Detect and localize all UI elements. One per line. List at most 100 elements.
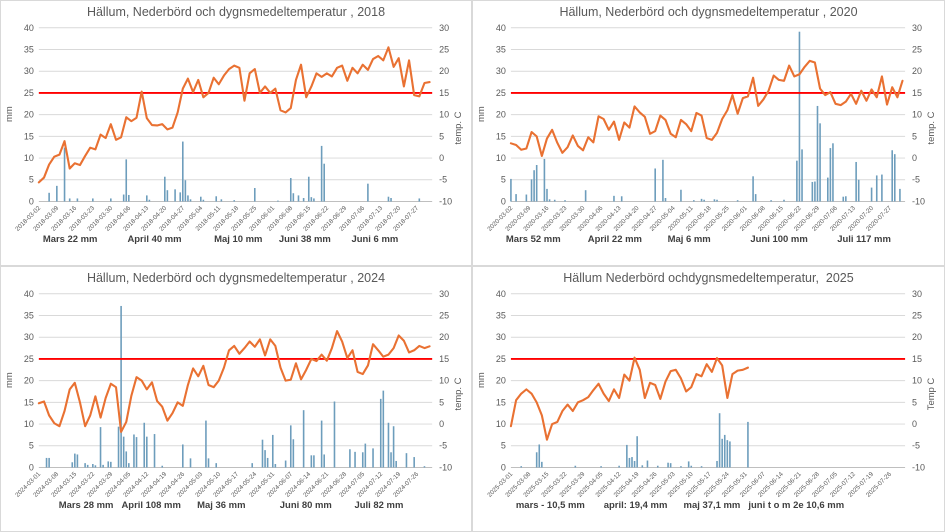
precip-bar xyxy=(146,436,148,468)
precip-bar xyxy=(135,437,138,468)
precip-bar xyxy=(302,410,305,468)
precip-bar xyxy=(289,425,292,468)
precip-bar xyxy=(207,458,210,468)
precip-bars xyxy=(45,305,426,468)
svg-text:10: 10 xyxy=(496,419,506,429)
x-tick-labels: 2025-03-012025-03-082025-03-152025-03-22… xyxy=(486,471,893,499)
precip-bar xyxy=(538,444,541,468)
precip-bar xyxy=(700,466,703,468)
precip-bar xyxy=(747,421,749,468)
precip-bar xyxy=(842,196,845,202)
precip-bar xyxy=(143,422,146,468)
precip-bar xyxy=(770,200,772,202)
svg-text:20: 20 xyxy=(439,332,449,342)
precip-bar xyxy=(361,452,364,468)
svg-text:-10: -10 xyxy=(912,196,925,206)
precip-bar xyxy=(48,457,50,468)
precip-bar xyxy=(729,441,731,468)
month-total-label: Juni 38 mm xyxy=(279,234,331,245)
precip-bar xyxy=(811,181,814,202)
precip-bar xyxy=(543,158,546,202)
precip-bar xyxy=(646,460,649,468)
svg-text:15: 15 xyxy=(496,397,506,407)
precip-bar xyxy=(418,198,421,202)
svg-text:35: 35 xyxy=(496,311,506,321)
svg-text:0: 0 xyxy=(439,419,444,429)
month-total-label: Maj 10 mm xyxy=(214,234,262,245)
precip-bar xyxy=(726,440,729,468)
precip-bar xyxy=(310,455,313,468)
precip-bar xyxy=(618,465,620,468)
chart-title-2024: Hällum, Nederbörd och dygnsmedeltemperat… xyxy=(86,271,386,285)
precip-bar xyxy=(189,199,192,202)
precip-bar xyxy=(520,466,523,468)
precip-bar xyxy=(783,199,785,202)
precip-bar xyxy=(153,434,156,468)
svg-text:30: 30 xyxy=(24,332,34,342)
precip-bar xyxy=(829,148,832,202)
precip-bar xyxy=(515,194,517,202)
x-tick-labels: 2024-03-012024-03-082024-03-152024-03-22… xyxy=(14,471,420,499)
precip-bar xyxy=(379,398,382,468)
precip-bar xyxy=(628,457,631,468)
month-total-label: April 40 mm xyxy=(127,234,181,245)
precip-bar xyxy=(297,195,300,202)
svg-text:25: 25 xyxy=(496,88,506,98)
precip-bar xyxy=(182,141,184,202)
svg-text:10: 10 xyxy=(24,153,34,163)
precip-bar xyxy=(626,444,628,468)
right-axis-title: temp. C xyxy=(453,111,464,144)
precip-bar xyxy=(857,179,860,202)
left-axis-title: mm xyxy=(4,106,15,122)
right-axis-ticks: -10 -5 0 5 10 15 20 25 30 xyxy=(912,289,925,473)
month-total-label: April 108 mm xyxy=(121,500,180,511)
precip-bar xyxy=(819,123,821,202)
precip-bar xyxy=(693,200,695,202)
precip-bar xyxy=(277,200,279,202)
precip-bar xyxy=(122,436,125,468)
precip-bar xyxy=(313,455,315,468)
svg-text:25: 25 xyxy=(24,88,34,98)
precip-bar xyxy=(333,401,336,468)
precip-bar xyxy=(84,463,86,468)
svg-text:10: 10 xyxy=(439,376,449,386)
chart-svg: 0 5 10 15 20 25 30 35 40 mm -10 -5 0 5 10 15 20 25 30 temp.… xyxy=(476,23,937,245)
svg-text:30: 30 xyxy=(439,23,449,33)
svg-text:-5: -5 xyxy=(912,441,920,451)
precip-bar xyxy=(164,176,166,202)
precip-bar xyxy=(125,451,128,468)
month-total-label: Juni 80 mm xyxy=(280,500,332,511)
month-total-label: Juni 100 mm xyxy=(750,234,807,245)
svg-text:5: 5 xyxy=(912,131,917,141)
month-annotations: mars - 10,5 mm april: 19,4 mm maj 37,1 mm j… xyxy=(516,500,844,511)
precip-bar xyxy=(574,465,577,468)
precip-bar xyxy=(122,194,125,202)
precip-bar xyxy=(292,193,295,202)
precip-bar xyxy=(680,189,682,202)
precip-bar xyxy=(302,198,305,202)
svg-text:25: 25 xyxy=(439,310,449,320)
month-annotations: Mars 28 mm April 108 mm Maj 36 mm Juni 80 m… xyxy=(59,500,404,511)
precip-bar xyxy=(179,192,182,202)
precip-bar xyxy=(535,165,538,202)
svg-text:0: 0 xyxy=(439,153,444,163)
temp-line xyxy=(509,59,904,157)
month-total-label: Juli 117 mm xyxy=(837,234,891,245)
precip-bar xyxy=(891,150,893,202)
precip-bar xyxy=(184,180,187,202)
svg-text:30: 30 xyxy=(912,289,922,299)
precip-bar xyxy=(814,181,816,202)
precip-bar xyxy=(620,196,623,202)
svg-text:20: 20 xyxy=(24,376,34,386)
precip-bars xyxy=(48,141,421,202)
svg-text:15: 15 xyxy=(439,88,449,98)
precip-bar xyxy=(45,457,48,468)
precip-bar xyxy=(233,200,236,202)
precip-bar xyxy=(110,198,112,202)
precip-bar xyxy=(613,195,615,202)
precip-bar xyxy=(382,390,385,468)
precip-bar xyxy=(189,458,192,468)
precip-bar xyxy=(133,434,135,468)
precip-bar xyxy=(633,460,636,468)
